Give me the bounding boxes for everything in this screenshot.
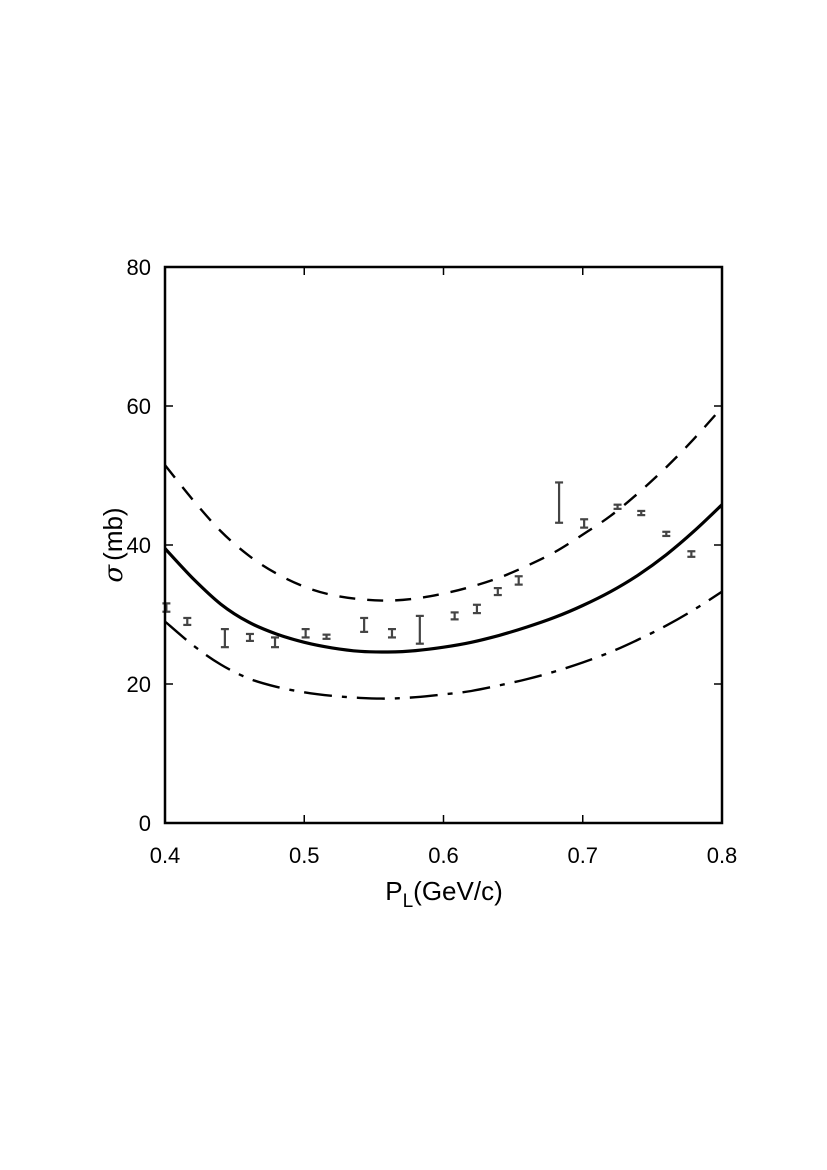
data-point — [662, 530, 671, 538]
data-point — [183, 616, 192, 627]
x-tick-label: 0.6 — [428, 843, 459, 868]
x-tick-label: 0.7 — [567, 843, 598, 868]
y-tick-label: 80 — [127, 255, 151, 280]
data-point — [613, 503, 622, 510]
curve-solid — [163, 503, 724, 654]
x-tick-label: 0.5 — [289, 843, 320, 868]
data-point — [360, 616, 369, 633]
y-tick-label: 0 — [139, 811, 151, 836]
data-point — [493, 586, 502, 597]
data-point — [162, 602, 171, 613]
data-point — [322, 633, 331, 640]
y-axis-title-unit: (mb) — [98, 507, 128, 560]
data-point — [301, 627, 310, 639]
data-point — [450, 611, 459, 621]
data-point — [415, 614, 424, 645]
data-point — [220, 627, 229, 649]
x-tick-label: 0.8 — [707, 843, 738, 868]
y-tick-label: 60 — [127, 394, 151, 419]
x-axis-title: PL(GeV/c) — [385, 876, 503, 912]
x-tick-label: 0.4 — [150, 843, 181, 868]
curves-layer — [163, 406, 724, 700]
data-point — [472, 603, 481, 615]
curve-dash-dot — [164, 590, 723, 700]
y-axis-title-symbol: σ — [99, 564, 129, 583]
plot-frame — [163, 265, 724, 825]
data-points-layer — [162, 481, 696, 649]
curve-dashed — [164, 406, 723, 602]
data-point — [271, 636, 280, 649]
data-point — [637, 509, 646, 517]
y-tick-label: 40 — [127, 533, 151, 558]
ticks-layer — [164, 266, 723, 824]
data-point — [245, 632, 254, 643]
x-axis-title-subscript: L — [403, 891, 414, 912]
data-point — [687, 550, 696, 558]
x-axis-title-unit: (GeV/c) — [413, 876, 503, 906]
data-point — [514, 575, 523, 586]
y-axis-title: σ (mb) — [98, 507, 129, 582]
data-point — [580, 518, 589, 529]
data-point — [387, 627, 396, 639]
y-tick-label: 20 — [127, 672, 151, 697]
tick-labels-layer: 0.4 0.5 0.6 0.7 0.8 0 20 40 60 80 — [127, 255, 738, 868]
data-point — [555, 481, 564, 524]
